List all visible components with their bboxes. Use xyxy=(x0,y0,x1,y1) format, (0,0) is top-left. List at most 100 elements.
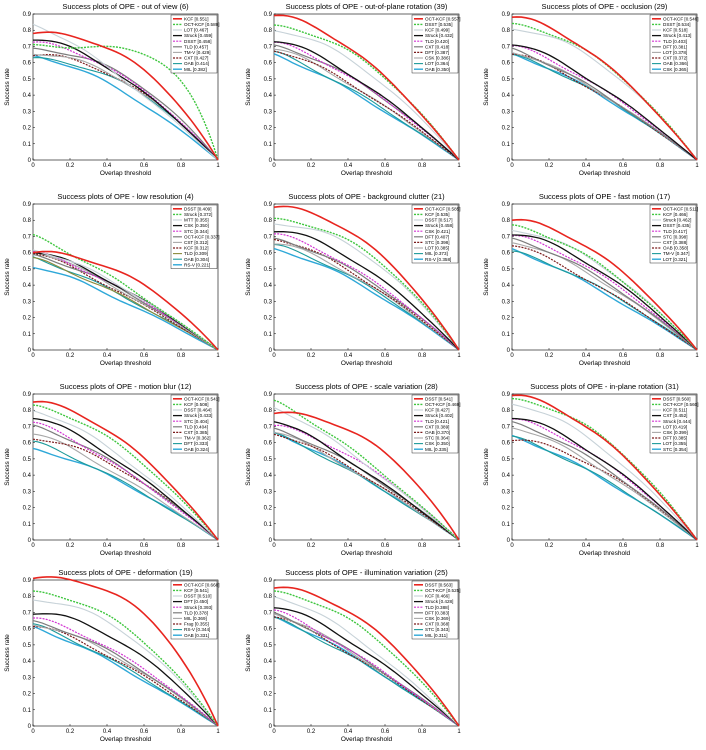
y-tick-label: 0.6 xyxy=(264,441,273,447)
legend-entry: STC [0.354] xyxy=(663,447,688,452)
x-tick-label: 1 xyxy=(457,163,461,169)
legend-entry: CXT [0.452] xyxy=(663,413,687,418)
x-tick-label: 0.6 xyxy=(381,729,390,735)
series-line xyxy=(32,266,219,351)
legend-entry: Struck [0.444] xyxy=(663,419,691,424)
x-tick-label: 0.4 xyxy=(344,353,353,359)
series-line xyxy=(32,404,219,541)
series-line xyxy=(511,47,698,161)
y-tick-label: 0.3 xyxy=(264,299,273,305)
legend-entry: LOT [0.385] xyxy=(425,246,449,251)
series-line xyxy=(511,237,698,351)
legend-entry: CSK [0.369] xyxy=(425,616,450,621)
y-tick-label: 0.9 xyxy=(502,392,511,398)
legend-entry: DSST [0.535] xyxy=(425,22,453,27)
y-tick-label: 0.1 xyxy=(264,708,273,714)
y-tick-label: 0.2 xyxy=(23,506,32,512)
series-line xyxy=(511,247,698,351)
legend-entry: DSST [0.464] xyxy=(184,408,212,413)
chart-title: Success plots of OPE - motion blur (12) xyxy=(60,382,192,391)
legend-entry: OAB [0.350] xyxy=(425,67,450,72)
legend-entry: LOT [0.321] xyxy=(663,257,687,262)
series-line xyxy=(511,435,698,541)
y-tick-label: 0.4 xyxy=(502,473,511,479)
series-line xyxy=(32,438,219,541)
series-line xyxy=(32,23,219,161)
y-tick-label: 0.7 xyxy=(502,44,511,50)
chart-title: Success plots of OPE - illumination vari… xyxy=(285,568,448,577)
x-tick-label: 0.6 xyxy=(140,543,149,549)
legend-entry: STC [0.364] xyxy=(425,436,450,441)
legend-entry: TM-V [0.362] xyxy=(184,436,211,441)
legend-entry: DSST [0.534] xyxy=(663,22,691,27)
series-line xyxy=(32,400,219,541)
plot-frame xyxy=(32,13,219,161)
plot-frame xyxy=(273,203,460,351)
y-tick-label: 0.1 xyxy=(23,332,32,338)
legend-entry: CXT [0.372] xyxy=(663,56,687,61)
y-axis-label: Success rate xyxy=(245,448,252,486)
y-tick-label: 0.5 xyxy=(502,267,511,273)
plot-frame xyxy=(32,579,219,727)
y-tick-label: 0.3 xyxy=(23,675,32,681)
series-line xyxy=(273,14,460,161)
y-tick-label: 0 xyxy=(28,538,32,544)
chart-8: Success plots of OPE - scale variation (… xyxy=(245,382,461,557)
series-line xyxy=(273,205,460,351)
y-tick-label: 0.6 xyxy=(264,627,273,633)
series-line xyxy=(511,250,698,351)
y-tick-label: 0.1 xyxy=(264,522,273,528)
legend-entry: TLD [0.421] xyxy=(425,419,449,424)
x-tick-label: 0.6 xyxy=(140,163,149,169)
x-tick-label: 0 xyxy=(510,353,514,359)
x-tick-label: 0.8 xyxy=(418,729,427,735)
y-tick-label: 0.3 xyxy=(264,109,273,115)
x-tick-label: 0.4 xyxy=(103,543,112,549)
x-tick-label: 0.8 xyxy=(418,543,427,549)
x-tick-label: 0.2 xyxy=(66,353,75,359)
y-tick-label: 0.8 xyxy=(502,218,511,224)
series-line xyxy=(273,247,460,351)
y-tick-label: 0 xyxy=(28,724,32,730)
legend-entry: KCF [0.312] xyxy=(184,246,209,251)
x-tick-label: 0.6 xyxy=(619,163,628,169)
x-tick-label: 1 xyxy=(695,163,699,169)
y-tick-label: 0.2 xyxy=(264,126,273,132)
x-tick-label: 0.4 xyxy=(582,163,591,169)
y-tick-label: 0.6 xyxy=(23,251,32,257)
x-axis-label: Overlap threshold xyxy=(100,736,152,743)
legend-entry: OCT-KCF [0.560] xyxy=(663,402,699,407)
legend-entry: CSK [0.399] xyxy=(663,430,688,435)
x-tick-label: 1 xyxy=(216,353,220,359)
legend-entry: DSST [0.541] xyxy=(425,396,453,401)
y-tick-label: 0.4 xyxy=(264,93,273,99)
legend-entry: STC [0.344] xyxy=(184,229,209,234)
y-tick-label: 0.4 xyxy=(264,283,273,289)
x-axis-label: Overlap threshold xyxy=(100,360,152,367)
y-tick-label: 0.9 xyxy=(264,12,273,18)
y-tick-label: 0.9 xyxy=(23,392,32,398)
y-tick-label: 0.2 xyxy=(502,316,511,322)
series-line xyxy=(511,16,698,161)
y-tick-label: 0 xyxy=(507,348,511,354)
legend-entry: DFT [0.407] xyxy=(425,234,449,239)
legend-entry: OAB [0.358] xyxy=(663,246,688,251)
legend-entry: KCF [0.499] xyxy=(425,28,450,33)
legend-entry: TLD [0.309] xyxy=(184,251,208,256)
chart-title: Success plots of OPE - low resolution (4… xyxy=(57,192,194,201)
y-tick-label: 0.7 xyxy=(502,234,511,240)
legend-entry: CSK [0.386] xyxy=(425,56,450,61)
chart-5: Success plots of OPE - background clutte… xyxy=(245,192,461,367)
y-tick-label: 0.4 xyxy=(23,659,32,665)
x-tick-label: 0.8 xyxy=(177,163,186,169)
x-tick-label: 0.8 xyxy=(418,163,427,169)
y-tick-label: 0.3 xyxy=(23,299,32,305)
x-tick-label: 0.8 xyxy=(656,163,665,169)
x-tick-label: 0.2 xyxy=(66,163,75,169)
y-tick-label: 0.8 xyxy=(23,408,32,414)
y-tick-label: 0.2 xyxy=(502,126,511,132)
y-tick-label: 0.6 xyxy=(502,251,511,257)
y-tick-label: 0.8 xyxy=(264,218,273,224)
y-tick-label: 0.7 xyxy=(264,44,273,50)
